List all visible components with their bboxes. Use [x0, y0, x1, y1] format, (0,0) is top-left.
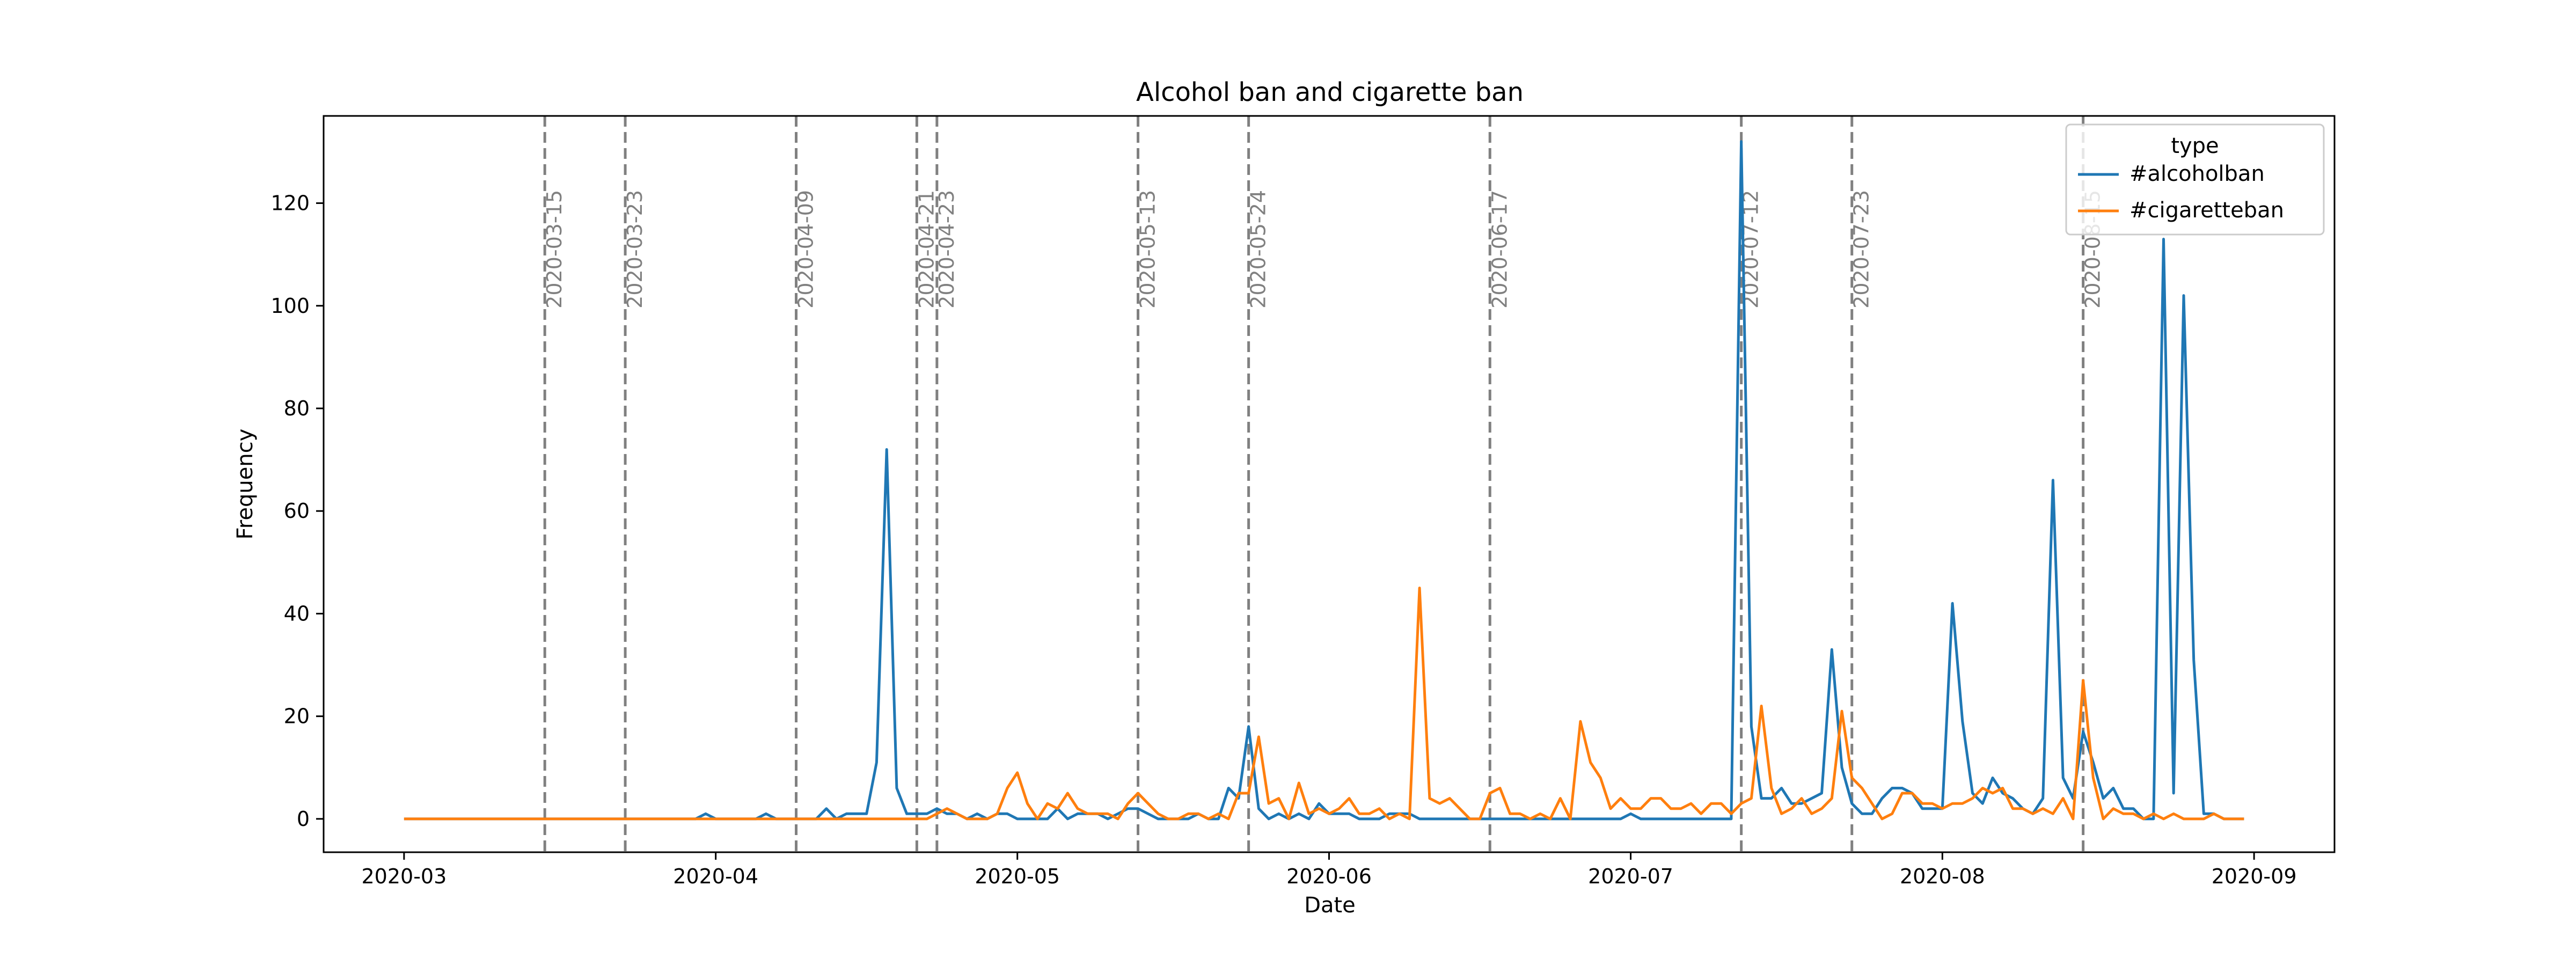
x-axis-ticks: 2020-03 2020-04 2020-05 2020-06 2020-07 2020-…	[361, 852, 2297, 888]
event-label: 2020-04-09	[794, 190, 818, 309]
x-tick-label: 2020-08	[1900, 865, 1985, 888]
series-line-alcoholban	[404, 140, 2244, 821]
series-lines	[404, 140, 2244, 821]
legend: type #alcoholban #cigaretteban	[2065, 123, 2325, 236]
y-tick-label: 100	[270, 294, 310, 318]
y-axis-ticks: 0 20 40 60 80 100 120	[270, 192, 324, 831]
event-label: 2020-06-17	[1488, 190, 1511, 309]
x-tick-label: 2020-03	[361, 865, 447, 888]
x-tick-label: 2020-04	[673, 865, 758, 888]
event-label: 2020-04-21	[914, 190, 938, 309]
event-label: 2020-03-15	[543, 190, 566, 309]
y-tick-label: 20	[284, 705, 310, 728]
event-markers: 2020-03-15 2020-03-23 2020-04-09 2020-04-21…	[543, 116, 2105, 852]
legend-title: type	[2171, 134, 2219, 158]
event-label: 2020-04-23	[935, 190, 958, 309]
event-label: 2020-05-24	[1247, 190, 1270, 309]
y-axis-label: Frequency	[233, 429, 258, 540]
y-tick-label: 60	[284, 499, 310, 523]
event-label: 2020-07-23	[1850, 190, 1874, 309]
x-tick-label: 2020-06	[1286, 865, 1372, 888]
chart-title: Alcohol ban and cigarette ban	[1136, 77, 1524, 107]
legend-entry: #alcoholban	[2129, 162, 2265, 186]
legend-box	[2065, 123, 2325, 236]
legend-entry: #cigaretteban	[2129, 198, 2284, 223]
y-tick-label: 120	[270, 192, 310, 215]
event-label: 2020-03-23	[623, 190, 647, 309]
x-tick-label: 2020-07	[1588, 865, 1673, 888]
x-tick-label: 2020-09	[2212, 865, 2297, 888]
y-tick-label: 0	[297, 807, 310, 831]
series-line-cigaretteban	[404, 587, 2244, 821]
y-tick-label: 40	[284, 602, 310, 625]
x-tick-label: 2020-05	[975, 865, 1060, 888]
y-tick-label: 80	[284, 397, 310, 420]
x-axis-label: Date	[1304, 893, 1356, 918]
event-label: 2020-05-13	[1136, 190, 1160, 309]
